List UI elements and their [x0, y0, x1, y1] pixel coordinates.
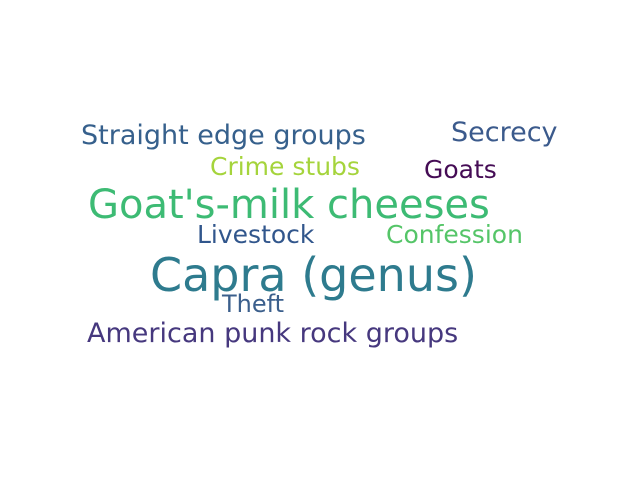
- word-goats: Goats: [424, 155, 497, 184]
- word-american-punk-rock-groups: American punk rock groups: [87, 318, 459, 349]
- word-livestock: Livestock: [197, 220, 315, 249]
- word-secrecy: Secrecy: [451, 117, 558, 148]
- word-confession: Confession: [386, 220, 523, 249]
- word-theft: Theft: [222, 290, 285, 318]
- word-crime-stubs: Crime stubs: [210, 152, 360, 181]
- word-goats-milk-cheeses: Goat's-milk cheeses: [88, 182, 490, 228]
- word-straight-edge-groups: Straight edge groups: [81, 120, 366, 151]
- word-capra-genus: Capra (genus): [150, 248, 477, 302]
